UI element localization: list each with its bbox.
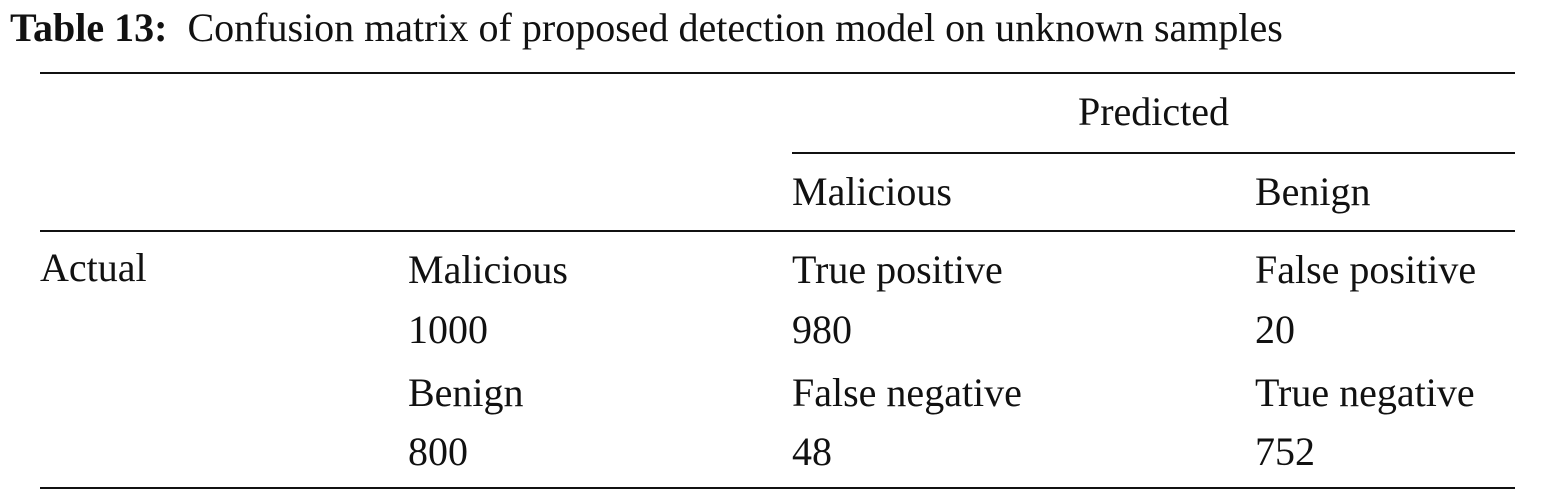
table-caption: Table 13: Confusion matrix of proposed d… — [10, 8, 1283, 48]
caption-label: Table 13: — [10, 5, 168, 50]
top-rule — [40, 72, 1515, 74]
column-header: Benign — [1255, 169, 1371, 214]
table-cell: 752 — [1255, 429, 1315, 474]
table-cell: Benign — [408, 370, 524, 415]
table-cell: True negative — [1255, 370, 1475, 415]
table-cell: 980 — [792, 307, 852, 352]
row-group: Actual — [40, 245, 147, 290]
table-cell: False negative — [792, 370, 1022, 415]
bottom-rule — [40, 487, 1515, 489]
table-cell: 800 — [408, 429, 468, 474]
table-cell: 1000 — [408, 307, 488, 352]
table-cell: True positive — [792, 247, 1003, 292]
group-rule — [792, 152, 1515, 154]
column-header: Malicious — [792, 169, 952, 214]
table-cell: False positive — [1255, 247, 1477, 292]
header-rule — [40, 230, 1515, 232]
caption-text: Confusion matrix of proposed detection m… — [187, 5, 1283, 50]
table-cell: 20 — [1255, 307, 1295, 352]
column-group: Predicted — [1077, 89, 1230, 134]
table-cell: Malicious — [408, 247, 568, 292]
table-cell: 48 — [792, 429, 832, 474]
